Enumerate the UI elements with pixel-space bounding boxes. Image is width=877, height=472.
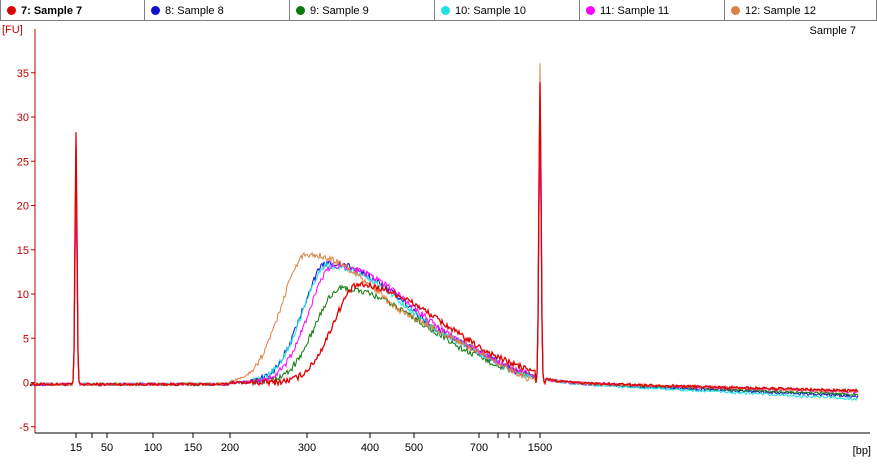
tab-sample-10[interactable]: 10: Sample 10 — [435, 0, 580, 21]
y-axis-label: [FU] — [2, 24, 23, 36]
sample-color-dot-icon — [441, 6, 450, 15]
y-tick-label: 25 — [17, 156, 29, 168]
electropherogram-chart: -5 0 5 10 15 20 25 30 35 15 50 100 150 200 300 400 500 70… — [2, 24, 871, 457]
trace-sample-11 — [29, 143, 859, 394]
sample-color-dot-icon — [586, 6, 595, 15]
trace-sample-8 — [29, 90, 859, 399]
x-tick-label: 50 — [101, 442, 113, 454]
y-tick-label: 30 — [17, 112, 29, 124]
x-tick-label: 700 — [470, 442, 488, 454]
sample-color-dot-icon — [296, 6, 305, 15]
x-tick-label: 300 — [298, 442, 316, 454]
tab-label: 10: Sample 10 — [455, 4, 526, 17]
tab-label: 12: Sample 12 — [745, 4, 816, 17]
trace-sample-7 — [29, 82, 859, 393]
tab-sample-12[interactable]: 12: Sample 12 — [725, 0, 877, 21]
y-tick-label: 0 — [23, 378, 29, 390]
x-axis-label: [bp] — [853, 445, 871, 457]
chart-title: Sample 7 — [810, 25, 856, 37]
x-tick-label: 100 — [144, 442, 162, 454]
sample-color-dot-icon — [7, 6, 16, 15]
trace-sample-10 — [29, 99, 859, 402]
sample-color-dot-icon — [151, 6, 160, 15]
x-tick-label: 500 — [405, 442, 423, 454]
x-tick-label: 15 — [70, 442, 82, 454]
tab-label: 7: Sample 7 — [21, 4, 83, 17]
tab-sample-7[interactable]: 7: Sample 7 — [0, 0, 145, 21]
x-tick-label: 200 — [221, 442, 239, 454]
tab-label: 9: Sample 9 — [310, 4, 369, 17]
x-tick-label: 150 — [184, 442, 202, 454]
trace-sample-9 — [29, 108, 859, 397]
x-tick-label: 1500 — [528, 442, 552, 454]
y-tick-label: 10 — [17, 289, 29, 301]
tab-sample-11[interactable]: 11: Sample 11 — [580, 0, 725, 21]
tab-label: 8: Sample 8 — [165, 4, 224, 17]
tab-sample-9[interactable]: 9: Sample 9 — [290, 0, 435, 21]
y-tick-label: 15 — [17, 245, 29, 257]
sample-tab-bar: 7: Sample 7 8: Sample 8 9: Sample 9 10: Sam… — [0, 0, 877, 21]
y-tick-label: 5 — [23, 333, 29, 345]
y-tick-label: 20 — [17, 201, 29, 213]
y-tick-label: 35 — [17, 68, 29, 80]
trace-sample-12 — [29, 63, 859, 394]
tab-label: 11: Sample 11 — [600, 4, 670, 17]
x-tick-label: 400 — [361, 442, 379, 454]
tab-sample-8[interactable]: 8: Sample 8 — [145, 0, 290, 21]
y-tick-label: -5 — [19, 422, 29, 434]
sample-color-dot-icon — [731, 6, 740, 15]
